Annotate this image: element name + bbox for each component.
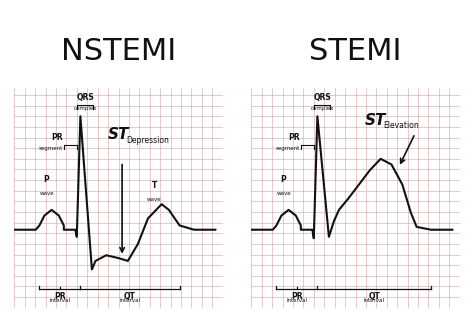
Text: QRS: QRS — [76, 93, 94, 102]
Text: P: P — [44, 175, 49, 184]
Text: QT: QT — [368, 292, 380, 301]
Text: QT: QT — [124, 292, 136, 301]
Text: QRS: QRS — [313, 93, 331, 102]
Text: ST: ST — [365, 113, 386, 127]
Text: interval: interval — [49, 298, 70, 303]
Text: Depression: Depression — [127, 136, 169, 145]
Text: complex: complex — [310, 106, 334, 111]
Text: interval: interval — [119, 298, 140, 303]
Text: PR: PR — [54, 292, 66, 301]
Text: PR: PR — [288, 133, 300, 142]
Text: NSTEMI: NSTEMI — [61, 37, 176, 66]
Text: segment: segment — [38, 146, 63, 151]
Text: PR: PR — [291, 292, 303, 301]
Text: interval: interval — [364, 298, 385, 303]
Text: segment: segment — [275, 146, 300, 151]
Text: wave: wave — [276, 192, 291, 197]
Text: wave: wave — [39, 192, 54, 197]
Text: wave: wave — [147, 197, 162, 202]
Text: STEMI: STEMI — [309, 37, 402, 66]
Text: P: P — [281, 175, 286, 184]
Text: complex: complex — [73, 106, 97, 111]
Text: interval: interval — [286, 298, 307, 303]
Text: T: T — [152, 181, 157, 190]
Text: Elevation: Elevation — [383, 122, 419, 130]
Text: PR: PR — [51, 133, 63, 142]
Text: ST: ST — [108, 127, 129, 142]
